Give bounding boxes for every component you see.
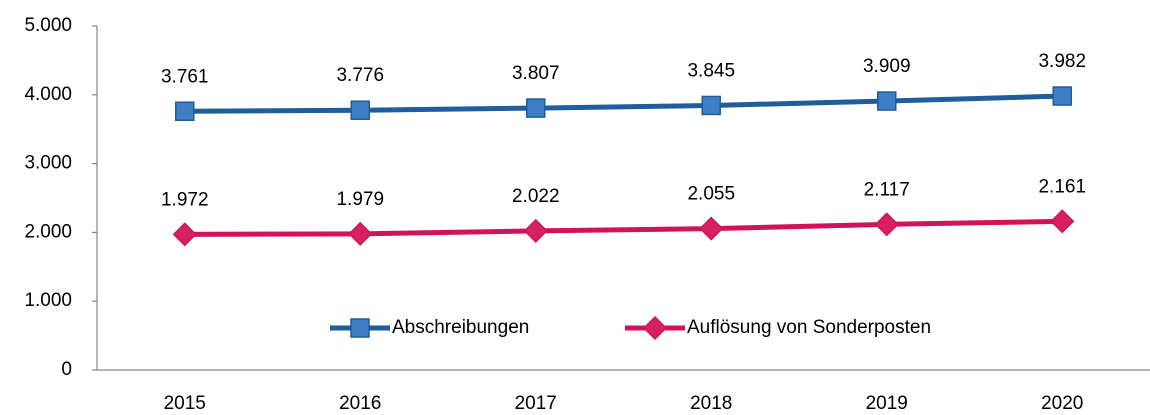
- data-label: 2.055: [687, 184, 735, 205]
- series: 3.761 3.776 3.807 3.845 3.909 3.982: [161, 51, 1086, 121]
- y-tick-label: 5.000: [24, 15, 72, 36]
- data-label: 3.761: [161, 66, 209, 87]
- data-label: 3.776: [336, 65, 384, 86]
- marker: [523, 218, 548, 243]
- x-tick-label: 2019: [866, 393, 908, 414]
- marker: [642, 315, 668, 341]
- y-tick-label: 2.000: [24, 221, 72, 242]
- legend-item: Auflösung von Sonderposten: [625, 315, 931, 341]
- x-tick-label: 2015: [164, 393, 206, 414]
- line: [184, 218, 1063, 237]
- legend-label: Abschreibungen: [392, 317, 529, 338]
- data-label: 2.161: [1038, 176, 1086, 197]
- x-tick-label: 2017: [515, 393, 557, 414]
- data-label: 3.982: [1038, 51, 1086, 72]
- marker: [874, 212, 899, 237]
- data-label: 3.807: [512, 63, 560, 84]
- legend-label: Auflösung von Sonderposten: [687, 317, 931, 338]
- legend-item: Abschreibungen: [330, 317, 529, 338]
- data-label: 1.979: [336, 189, 384, 210]
- marker: [175, 101, 195, 121]
- x-tick-label: 2020: [1041, 393, 1083, 414]
- marker: [172, 222, 197, 247]
- data-label: 1.972: [161, 189, 209, 210]
- data-label: 2.117: [864, 179, 910, 200]
- marker: [877, 91, 897, 111]
- y-tick-label: 1.000: [24, 290, 72, 311]
- data-label: 3.909: [863, 56, 911, 77]
- x-tick-label: 2018: [690, 393, 732, 414]
- y-tick-label: 3.000: [24, 153, 72, 174]
- data-label: 2.022: [512, 186, 560, 207]
- marker: [348, 221, 373, 246]
- marker: [1052, 86, 1072, 106]
- marker: [350, 318, 370, 338]
- line: [184, 93, 1063, 114]
- marker: [350, 100, 370, 120]
- marker: [701, 95, 721, 116]
- y-tick-label: 0: [61, 359, 72, 380]
- marker: [1050, 209, 1075, 234]
- series: 1.972 1.979 2.022 2.055 2.117 2.161: [161, 176, 1086, 247]
- data-label: 3.845: [687, 60, 735, 81]
- x-tick-label: 2016: [339, 393, 381, 414]
- marker: [699, 216, 724, 241]
- marker: [526, 98, 546, 118]
- y-tick-label: 4.000: [24, 84, 72, 105]
